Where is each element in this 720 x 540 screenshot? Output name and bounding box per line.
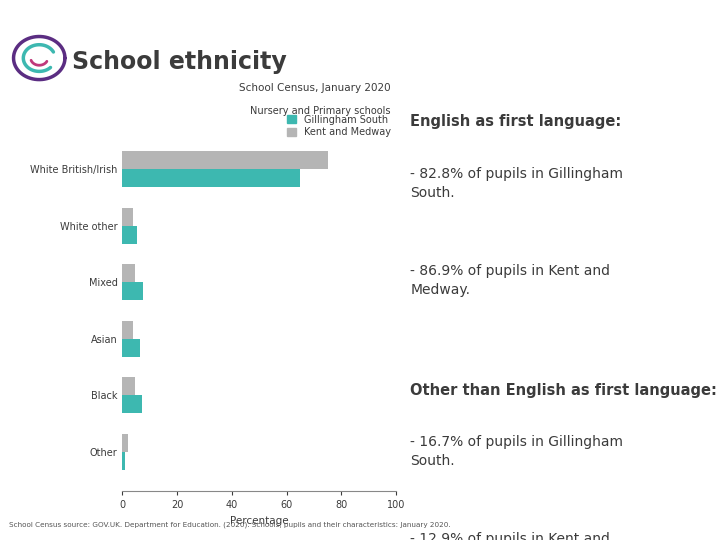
Text: - 86.9% of pupils in Kent and
Medway.: - 86.9% of pupils in Kent and Medway. [410,264,611,297]
Text: School Census, January 2020: School Census, January 2020 [239,83,390,92]
Bar [122,264,135,282]
Bar [122,321,133,339]
Bar [122,377,135,395]
Text: - 16.7% of pupils in Gillingham
South.: - 16.7% of pupils in Gillingham South. [410,435,624,468]
Bar [122,452,125,470]
Text: School ethnicity: School ethnicity [72,50,287,74]
Bar [122,207,133,226]
Bar [122,395,142,414]
Bar [122,226,138,244]
Text: English as first language:: English as first language: [410,114,621,129]
Legend: Gillingham South, Kent and Medway: Gillingham South, Kent and Medway [287,114,391,138]
Bar [122,151,328,169]
Bar [122,339,140,357]
Text: 17: 17 [9,10,27,24]
Bar [122,169,300,187]
Text: - 12.9% of pupils in Kent and
Medway.: - 12.9% of pupils in Kent and Medway. [410,532,611,540]
Bar [122,282,143,300]
Text: Nursery and Primary schools: Nursery and Primary schools [250,106,390,116]
Text: School Census source: GOV.UK. Department for Education. (2020). Schools, pupils : School Census source: GOV.UK. Department… [9,522,450,528]
Bar [122,434,128,452]
Text: - 82.8% of pupils in Gillingham
South.: - 82.8% of pupils in Gillingham South. [410,167,624,200]
X-axis label: Percentage: Percentage [230,516,289,526]
Text: Other than English as first language:: Other than English as first language: [410,382,717,397]
